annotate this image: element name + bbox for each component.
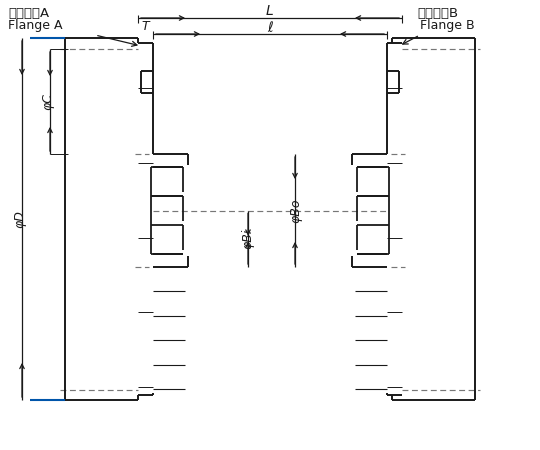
Text: フランジA: フランジA [8,7,49,20]
Text: Flange A: Flange A [8,19,63,32]
Text: フランジB: フランジB [417,7,458,20]
Text: ℓ: ℓ [267,21,273,35]
Text: φD: φD [14,210,26,228]
Text: Flange B: Flange B [420,19,475,32]
Text: L: L [266,4,274,18]
Text: φBo: φBo [289,198,302,223]
Text: φBi: φBi [241,229,254,249]
Text: φC: φC [42,93,55,110]
Text: T: T [141,20,148,33]
